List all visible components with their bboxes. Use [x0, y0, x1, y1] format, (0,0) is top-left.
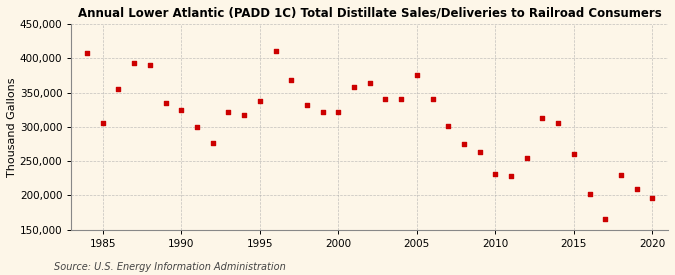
Point — [364, 81, 375, 85]
Point — [584, 192, 595, 196]
Point — [286, 78, 296, 82]
Point — [475, 150, 485, 155]
Point — [616, 173, 626, 177]
Point — [568, 152, 579, 156]
Point — [348, 85, 359, 89]
Point — [317, 110, 328, 115]
Point — [443, 124, 454, 128]
Point — [97, 121, 108, 126]
Point — [412, 73, 423, 78]
Point — [490, 171, 501, 176]
Point — [380, 97, 391, 101]
Point — [254, 99, 265, 104]
Point — [647, 195, 657, 200]
Point — [239, 113, 250, 117]
Point — [129, 61, 140, 65]
Point — [396, 97, 406, 101]
Point — [506, 173, 516, 178]
Point — [82, 51, 92, 56]
Point — [553, 120, 564, 125]
Title: Annual Lower Atlantic (PADD 1C) Total Distillate Sales/Deliveries to Railroad Co: Annual Lower Atlantic (PADD 1C) Total Di… — [78, 7, 662, 20]
Text: Source: U.S. Energy Information Administration: Source: U.S. Energy Information Administ… — [54, 262, 286, 272]
Point — [600, 217, 611, 222]
Point — [160, 101, 171, 105]
Point — [427, 97, 438, 101]
Point — [207, 141, 218, 145]
Point — [144, 63, 155, 67]
Point — [113, 87, 124, 91]
Point — [270, 49, 281, 54]
Point — [631, 186, 642, 191]
Point — [223, 109, 234, 114]
Y-axis label: Thousand Gallons: Thousand Gallons — [7, 77, 17, 177]
Point — [521, 156, 532, 160]
Point — [537, 116, 548, 120]
Point — [333, 109, 344, 114]
Point — [192, 125, 202, 129]
Point — [302, 103, 313, 107]
Point — [458, 142, 469, 146]
Point — [176, 108, 187, 112]
